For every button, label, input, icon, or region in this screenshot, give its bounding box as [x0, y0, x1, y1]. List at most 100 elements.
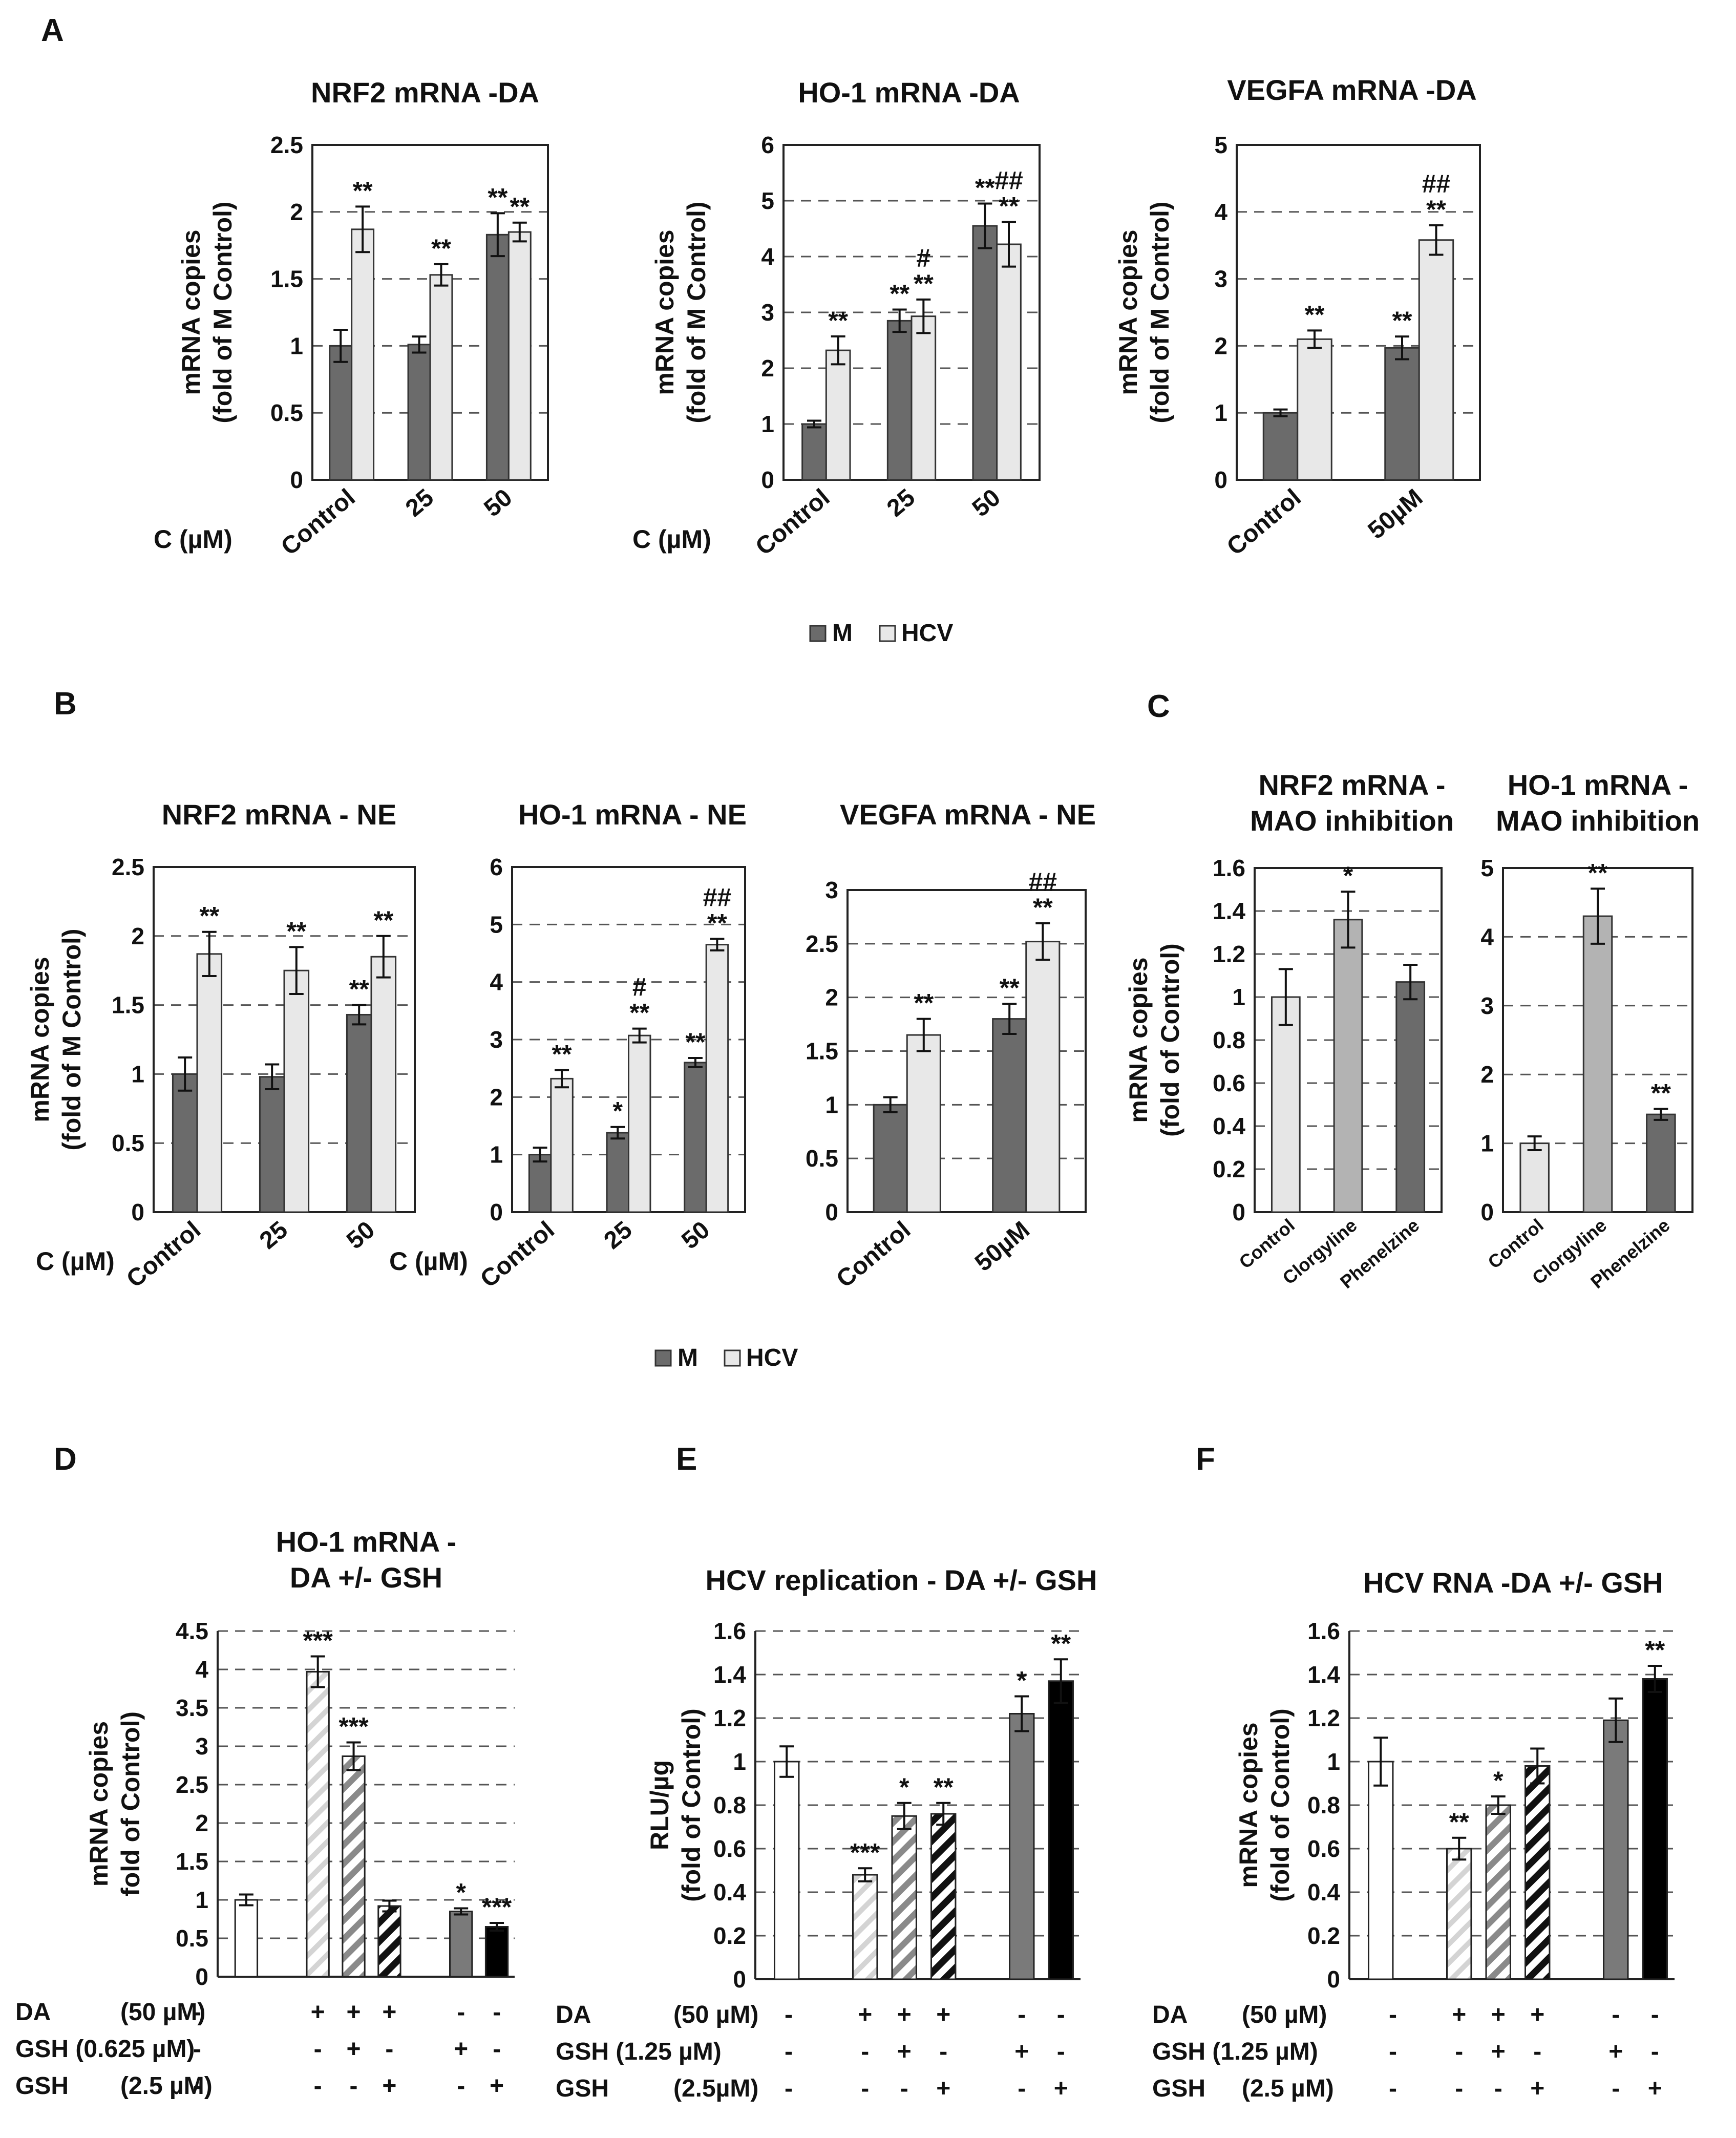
bar-m [1262, 412, 1299, 481]
bar [1646, 1113, 1676, 1213]
significance-mark: * [899, 1773, 909, 1802]
condition-sign: + [1014, 2038, 1029, 2065]
y-tick-label: 0.4 [1213, 1113, 1245, 1139]
condition-sign: - [385, 2036, 393, 2063]
condition-sign: + [1648, 2075, 1662, 2102]
legend-label-hcv: HCV [901, 620, 953, 647]
bar [1009, 1713, 1035, 1980]
y-tick-label: 2 [1214, 332, 1227, 359]
y-tick-label: 3 [490, 1026, 503, 1053]
significance-mark: *** [338, 1712, 369, 1741]
y-tick-label: 1 [825, 1091, 838, 1118]
y-tick-label: 0.6 [1213, 1070, 1245, 1096]
y-tick-label: 3 [1214, 266, 1227, 292]
x-tick-label: Control [121, 1216, 206, 1293]
y-tick-label: 5 [761, 187, 774, 214]
bar-hcv [906, 1034, 941, 1213]
plot-frame [846, 889, 1087, 1213]
x-tick-label: 25 [400, 484, 439, 522]
y-tick-label: 2.5 [270, 132, 303, 158]
bar-hcv [825, 349, 851, 481]
chart-title: HO-1 mRNA - [276, 1526, 457, 1558]
chart-title: VEGFA mRNA - NE [840, 798, 1096, 831]
bar-m [992, 1018, 1027, 1213]
y-tick-label: 0.8 [1213, 1027, 1245, 1053]
y-tick-label: 4 [761, 243, 774, 270]
chart-title: MAO inhibition [1496, 805, 1700, 837]
y-tick-label: 1.5 [806, 1038, 838, 1065]
y-tick-label: 2 [761, 355, 774, 382]
condition-sign: - [1494, 2075, 1502, 2102]
y-tick-label: 1.4 [1307, 1661, 1340, 1688]
chart-title: VEGFA mRNA -DA [1227, 74, 1476, 106]
condition-sign: + [858, 2001, 872, 2028]
condition-sign: + [347, 2036, 361, 2063]
condition-sign: + [490, 2072, 504, 2100]
bar-hcv [351, 228, 375, 481]
significance-mark: *** [303, 1626, 333, 1655]
significance-mark: ** [914, 269, 934, 298]
significance-mark: ** [1051, 1629, 1071, 1658]
y-tick-label: 1.5 [270, 266, 303, 292]
significance-mark: * [456, 1878, 466, 1907]
bar [306, 1671, 330, 1978]
legend-swatch-m [809, 625, 827, 642]
y-tick-label: 1 [131, 1061, 144, 1087]
condition-sign: - [493, 1999, 501, 2026]
condition-sign: - [314, 2072, 322, 2100]
y-tick-label: 1 [1480, 1130, 1494, 1157]
y-tick-label: 0.5 [112, 1130, 144, 1156]
condition-sign: - [1455, 2038, 1463, 2065]
condition-sign: - [493, 2036, 501, 2063]
panel-label-b: B [54, 686, 77, 722]
condition-label: GSH [556, 2075, 609, 2102]
condition-sign: - [861, 2075, 869, 2102]
significance-mark: * [1343, 861, 1353, 890]
significance-mark: ** [629, 999, 649, 1027]
bar [1048, 1680, 1074, 1980]
condition-sign: + [1491, 2001, 1506, 2028]
y-tick-label: 3.5 [176, 1695, 208, 1721]
significance-mark: ** [349, 975, 369, 1004]
panel-label-e: E [676, 1442, 697, 1477]
legend-swatch-hcv [879, 625, 896, 642]
significance-mark: ** [431, 234, 451, 263]
bar [1519, 1142, 1550, 1213]
y-tick-label: 5 [1214, 132, 1227, 158]
y-tick-label: 3 [825, 877, 838, 903]
bar-hcv [1297, 338, 1332, 481]
condition-sign: + [382, 2072, 396, 2100]
bar-m [346, 1013, 372, 1213]
y-tick-label: 1 [1327, 1748, 1340, 1775]
bar-hcv [1418, 239, 1454, 481]
significance-mark: ** [1651, 1078, 1671, 1107]
condition-sign: - [1651, 2001, 1659, 2028]
y-tick-label: 1 [733, 1748, 746, 1775]
bar [449, 1911, 473, 1978]
bar-m [407, 344, 431, 481]
condition-conc: (2.5 µM) [1242, 2075, 1334, 2102]
y-tick-label: 1.4 [713, 1661, 746, 1688]
condition-sign: - [1389, 2075, 1397, 2102]
condition-sign: - [785, 2001, 793, 2028]
significance-mark: ** [1426, 195, 1446, 224]
y-tick-label: 1.2 [1213, 941, 1245, 967]
panel-label-f: F [1196, 1442, 1215, 1477]
chart-title: HO-1 mRNA - [1508, 769, 1688, 801]
x-axis-label: C (µM) [632, 525, 711, 554]
significance-mark: ** [373, 906, 393, 935]
y-tick-label: 4 [1480, 923, 1494, 950]
y-tick-label: 1 [1214, 399, 1227, 426]
bar-hcv [507, 231, 532, 481]
y-tick-label: 2 [825, 984, 838, 1011]
y-axis-label: mRNA copies [650, 229, 679, 395]
bar [852, 1874, 878, 1980]
significance-mark: ** [1000, 973, 1020, 1002]
y-axis-label: mRNA copies [1124, 957, 1153, 1123]
significance-mark: ** [1645, 1636, 1665, 1664]
bar [1582, 915, 1613, 1213]
y-tick-label: 1 [761, 411, 774, 437]
y-tick-label: 0 [195, 1963, 208, 1990]
legend-a: M HCV [809, 620, 953, 647]
bar-m [873, 1104, 908, 1213]
